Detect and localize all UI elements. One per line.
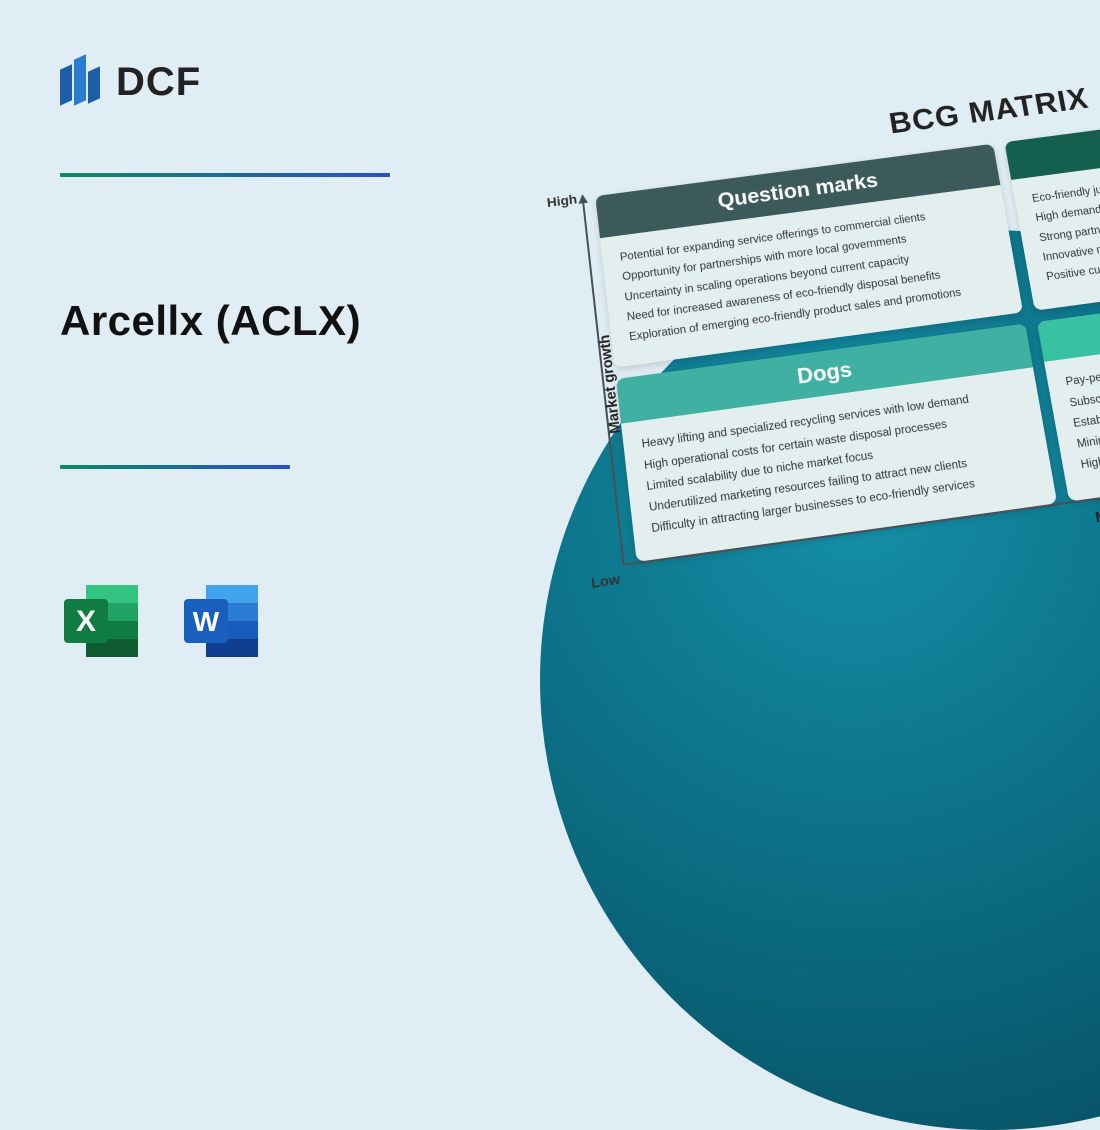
page-title: Arcellx (ACLX): [60, 297, 500, 345]
bcg-matrix: BCG MATRIX High Low Market growth Market…: [544, 76, 1100, 599]
logo-bars-icon: [60, 55, 102, 109]
word-icon: W: [180, 579, 266, 665]
excel-letter: X: [76, 605, 96, 638]
matrix-axes: High Low Market growth Market share Ques…: [548, 115, 1100, 599]
y-axis-high-label: High: [546, 191, 578, 209]
divider-bottom: [60, 465, 290, 469]
word-letter: W: [193, 606, 220, 637]
y-axis-low-label: Low: [590, 570, 620, 590]
logo-text: DCF: [116, 60, 201, 105]
list-item: Pay-per-volu: [1064, 358, 1100, 393]
quadrant-stars: Eco-friendly junk remo High demand among…: [1004, 124, 1100, 311]
logo: DCF: [60, 55, 500, 109]
quadrant-dogs: Dogs Heavy lifting and specialized recyc…: [616, 324, 1057, 562]
left-column: DCF Arcellx (ACLX) X W: [60, 55, 500, 665]
excel-icon: X: [60, 579, 146, 665]
file-icon-row: X W: [60, 579, 500, 665]
matrix-grid: Question marks Potential for expanding s…: [595, 124, 1100, 561]
quadrant-title: [1037, 303, 1100, 362]
divider-top: [60, 173, 390, 177]
x-axis-title: Market share: [1094, 496, 1100, 526]
